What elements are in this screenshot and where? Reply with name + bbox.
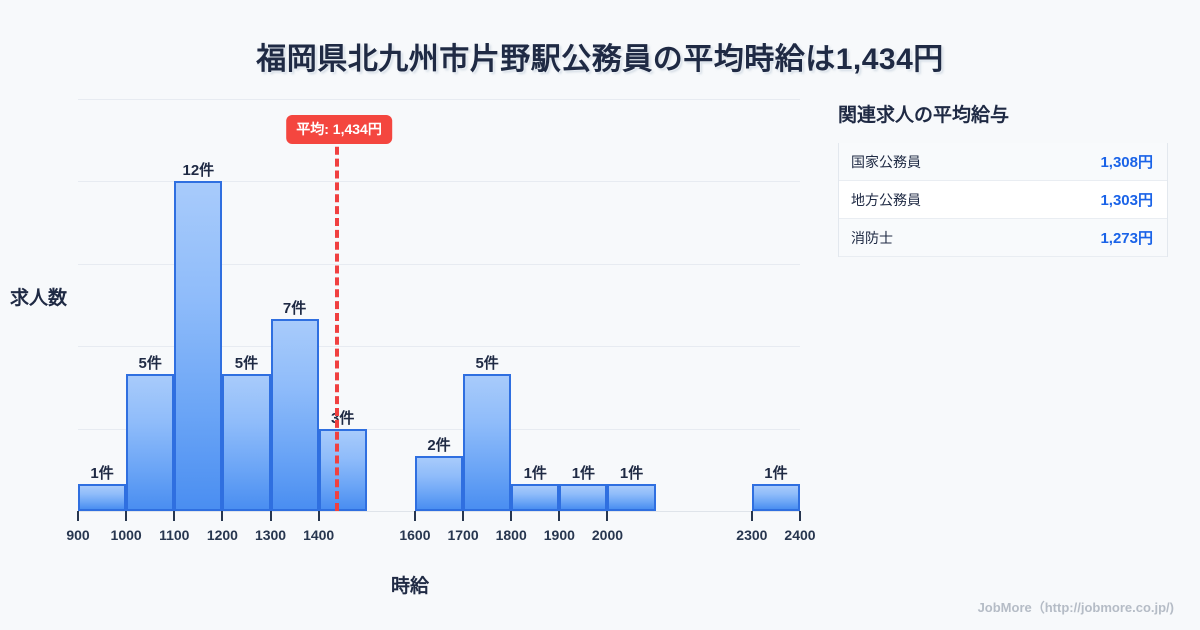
x-axis-tick: [750, 511, 753, 521]
x-axis-tick: [269, 511, 272, 521]
salary-row-name: 国家公務員: [851, 153, 921, 170]
gridline: [78, 346, 800, 348]
x-axis-tick: [173, 511, 176, 521]
x-axis-tick: [77, 511, 79, 521]
histogram-bar: [318, 428, 367, 511]
salary-row[interactable]: 国家公務員 1,308円: [839, 143, 1167, 181]
histogram-bar: [174, 181, 223, 511]
histogram-chart: 求人数 1件 5件 12件 5件 7件 3件 2件 5件 1件 1件 1件 1件 900 1000 110…: [0, 88, 820, 608]
x-axis-tick: [606, 511, 609, 521]
salary-row-name: 地方公務員: [851, 191, 921, 208]
histogram-bar: [78, 483, 127, 511]
related-salary-panel: 関連求人の平均給与 国家公務員 1,308円地方公務員 1,303円消防士 1,273…: [838, 100, 1168, 257]
bar-value-label: 5件: [234, 354, 259, 372]
x-axis-tick-label: 2400: [784, 527, 816, 543]
salary-row[interactable]: 地方公務員 1,303円: [839, 181, 1167, 219]
average-line: 平均: 1,434円: [286, 115, 392, 511]
plot-area: 1件 5件 12件 5件 7件 3件 2件 5件 1件 1件 1件 1件 900 1000 1100 120…: [66, 99, 816, 543]
histogram-bar: [511, 483, 560, 511]
bar-value-label: 1件: [571, 464, 596, 482]
bar-value-label: 5件: [138, 354, 162, 372]
axis-baseline: [78, 511, 800, 512]
bar-value-label: 12件: [182, 162, 215, 180]
gridline: [78, 99, 800, 100]
histogram-bar: [270, 318, 319, 511]
gridline: [78, 181, 800, 183]
x-axis-title: 時給: [390, 576, 429, 597]
y-axis-title: 求人数: [10, 288, 68, 309]
salary-row-value: 1,308円: [1100, 154, 1153, 171]
x-axis-tick-label: 1400: [303, 527, 335, 543]
histogram-bar: [607, 483, 656, 511]
x-axis-tick: [799, 511, 801, 521]
x-axis-tick-label: 1000: [110, 527, 142, 543]
salary-row-value: 1,303円: [1100, 192, 1153, 209]
x-axis-tick-label: 1700: [447, 527, 479, 543]
bar-value-label: 1件: [90, 464, 114, 482]
histogram-bar: [126, 373, 175, 511]
bar-value-label: 1件: [764, 464, 788, 482]
gridline: [78, 428, 800, 430]
x-axis-tick: [413, 511, 416, 521]
x-axis-tick-label: 1600: [399, 527, 431, 543]
x-axis-tick: [558, 511, 561, 521]
x-axis-tick-label: 2000: [591, 527, 624, 543]
x-axis-tick-label: 1300: [254, 527, 287, 543]
histogram-bar: [463, 373, 512, 511]
x-axis-tick-label: 1800: [495, 527, 527, 543]
histogram-bar: [559, 483, 608, 511]
x-axis-tick: [125, 511, 128, 521]
page-title: 福岡県北九州市片野駅公務員の平均時給は1,434円: [256, 43, 944, 76]
histogram-bar: [751, 483, 800, 511]
bar-value-label: 5件: [475, 354, 499, 372]
related-salary-title: 関連求人の平均給与: [838, 105, 1010, 126]
related-salary-table: 国家公務員 1,308円地方公務員 1,303円消防士 1,273円: [838, 143, 1168, 257]
bar-value-label: 7件: [282, 299, 307, 317]
x-axis-tick: [510, 511, 513, 521]
bar-value-label: 1件: [619, 464, 644, 482]
x-axis-tick: [317, 511, 320, 521]
histogram-bar: [222, 373, 271, 511]
salary-row[interactable]: 消防士 1,273円: [839, 219, 1167, 257]
bar-value-label: 1件: [523, 464, 547, 482]
gridline: [78, 263, 800, 265]
salary-row-name: 消防士: [851, 229, 893, 246]
histogram-bar: [414, 456, 464, 511]
salary-row-value: 1,273円: [1100, 230, 1153, 247]
x-axis-tick-label: 2300: [736, 527, 768, 543]
average-badge: 平均: 1,434円: [286, 115, 392, 144]
bar-value-label: 2件: [427, 437, 451, 455]
watermark: JobMore（http://jobmore.co.jp/): [977, 600, 1174, 615]
x-axis-tick-label: 1900: [543, 527, 575, 543]
x-axis-tick-label: 1200: [206, 527, 238, 543]
x-axis-tick-label: 1100: [159, 527, 190, 543]
x-axis-tick: [462, 511, 465, 521]
x-axis-tick-label: 900: [66, 527, 90, 543]
x-axis-tick: [221, 511, 224, 521]
